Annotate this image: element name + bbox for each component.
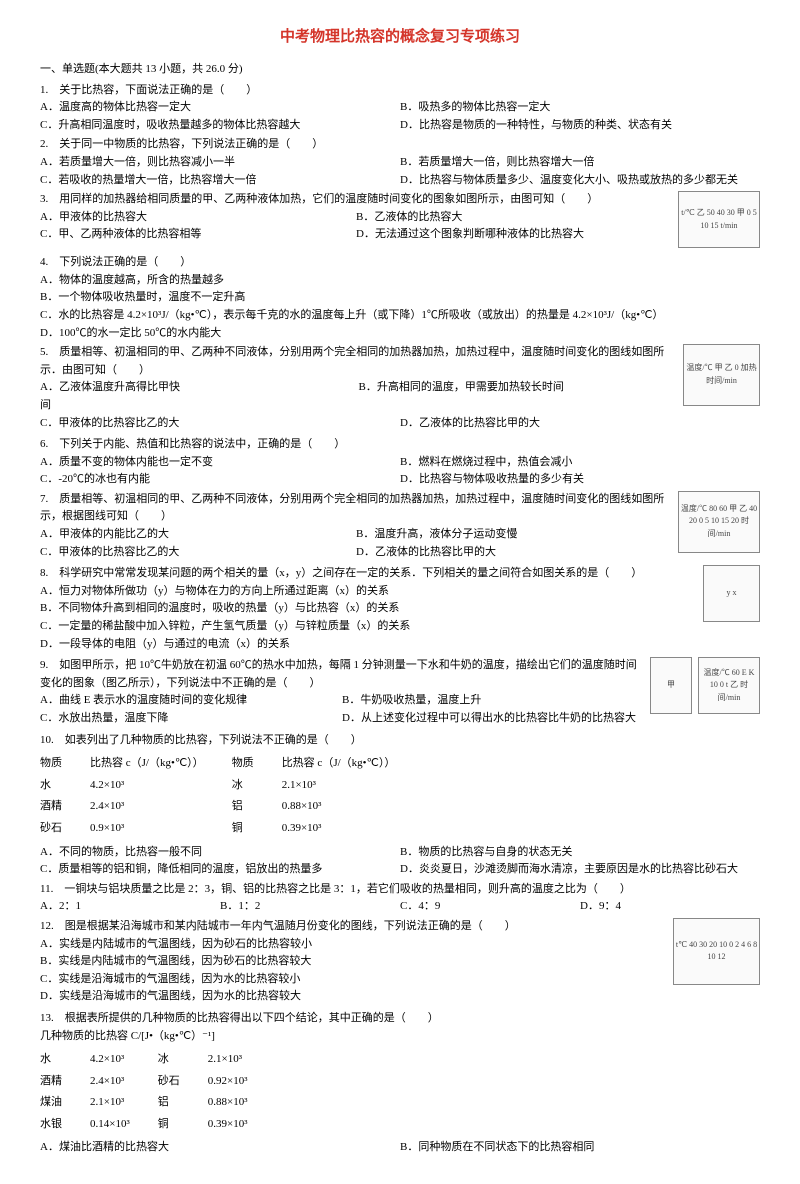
q10-C: C．质量相等的铝和铜，降低相同的温度，铝放出的热量多	[40, 861, 400, 879]
q8-D: D．一段导体的电阻（y）与通过的电流（x）的关系	[40, 636, 760, 654]
q9: 温度/℃ 60 E K 10 0 t 乙 时间/min 甲 9. 如图甲所示，把…	[40, 657, 760, 727]
q10-th1: 物质	[40, 753, 90, 775]
q10-th2: 比热容 c（J/（kg•℃））	[90, 753, 232, 775]
q3-C: C．甲、乙两种液体的比热容相等	[40, 226, 356, 244]
q3-D: D．无法通过这个图象判断哪种液体的比热容大	[356, 226, 672, 244]
q1-B: B．吸热多的物体比热容一定大	[400, 99, 760, 117]
q5-graph: 温度/℃ 甲 乙 0 加热时间/min	[683, 344, 760, 406]
q2: 2. 关于同一中物质的比热容，下列说法正确的是（ ） A．若质量增大一倍，则比热…	[40, 136, 760, 189]
q4-stem: 4. 下列说法正确的是（ ）	[40, 254, 760, 272]
q12-stem: 12. 图是根据某沿海城市和某内陆城市一年内气温随月份变化的图线，下列说法正确的…	[40, 918, 760, 936]
q9-A: A．曲线 E 表示水的温度随时间的变化规律	[40, 692, 342, 710]
q4-A: A．物体的温度越高，所含的热量越多	[40, 272, 760, 290]
q8: y x 8. 科学研究中常常发现某问题的两个相关的量（x，y）之间存在一定的关系…	[40, 565, 760, 653]
q10: 10. 如表列出了几种物质的比热容，下列说法不正确的是（ ） 物质 比热容 c（…	[40, 732, 760, 879]
section-header: 一、单选题(本大题共 13 小题，共 26.0 分)	[40, 61, 760, 79]
q2-C: C．若吸收的热量增大一倍，比热容增大一倍	[40, 172, 400, 190]
q5-C: C．甲液体的比热容比乙的大	[40, 415, 400, 433]
q12-A: A．实线是内陆城市的气温图线，因为砂石的比热容较小	[40, 936, 760, 954]
q9-B: B．牛奶吸收热量，温度上升	[342, 692, 644, 710]
q4-C: C．水的比热容是 4.2×10³J/（kg•℃），表示每千克的水的温度每上升（或…	[40, 307, 760, 325]
q2-A: A．若质量增大一倍，则比热容减小一半	[40, 154, 400, 172]
q7-C: C．甲液体的比热容比乙的大	[40, 544, 356, 562]
q11-D: D．9：4	[580, 898, 760, 916]
q3-A: A．甲液体的比热容大	[40, 209, 356, 227]
q1-D: D．比热容是物质的一种特性，与物质的种类、状态有关	[400, 117, 760, 135]
q8-stem: 8. 科学研究中常常发现某问题的两个相关的量（x，y）之间存在一定的关系．下列相…	[40, 565, 760, 583]
q9-graph1: 甲	[650, 657, 692, 714]
q12: t℃ 40 30 20 10 0 2 4 6 8 10 12 12. 图是根据某…	[40, 918, 760, 1006]
q2-B: B．若质量增大一倍，则比热容增大一倍	[400, 154, 760, 172]
q4-B: B．一个物体吸收热量时，温度不一定升高	[40, 289, 760, 307]
q12-graph: t℃ 40 30 20 10 0 2 4 6 8 10 12	[673, 918, 760, 985]
q1-stem: 1. 关于比热容，下面说法正确的是（ ）	[40, 82, 760, 100]
q13-A: A．煤油比酒精的比热容大	[40, 1139, 400, 1157]
q12-C: C．实线是沿海城市的气温图线，因为水的比热容较小	[40, 971, 760, 989]
q5-stem: 5. 质量相等、初温相同的甲、乙两种不同液体，分别用两个完全相同的加热器加热，加…	[40, 344, 760, 379]
page-title: 中考物理比热容的概念复习专项练习	[40, 25, 760, 49]
q13: 13. 根据表所提供的几种物质的比热容得出以下四个结论，其中正确的是（ ） 几种…	[40, 1010, 760, 1157]
q6-C: C．-20℃的冰也有内能	[40, 471, 400, 489]
q1-A: A．温度高的物体比热容一定大	[40, 99, 400, 117]
q4: 4. 下列说法正确的是（ ） A．物体的温度越高，所含的热量越多 B．一个物体吸…	[40, 254, 760, 342]
q13-stem: 13. 根据表所提供的几种物质的比热容得出以下四个结论，其中正确的是（ ）	[40, 1010, 760, 1028]
q8-C: C．一定量的稀盐酸中加入锌粒，产生氢气质量（y）与锌粒质量（x）的关系	[40, 618, 760, 636]
q8-A: A．恒力对物体所做功（y）与物体在力的方向上所通过距离（x）的关系	[40, 583, 760, 601]
q3: t/℃ 乙 50 40 30 甲 0 5 10 15 t/min 3. 用同样的…	[40, 191, 760, 244]
q10-th3: 物质	[232, 753, 282, 775]
q5-D: D．乙液体的比热容比甲的大	[400, 415, 760, 433]
q7-stem: 7. 质量相等、初温相同的甲、乙两种不同液体，分别用两个完全相同的加热器加热，加…	[40, 491, 760, 526]
q7-graph: 温度/℃ 80 60 甲 乙 40 20 0 5 10 15 20 时间/min	[678, 491, 760, 553]
q8-graph: y x	[703, 565, 760, 622]
q7-B: B．温度升高，液体分子运动变慢	[356, 526, 672, 544]
q11-C: C．4：9	[400, 898, 580, 916]
q7-A: A．甲液体的内能比乙的大	[40, 526, 356, 544]
q10-D: D．炎炎夏日，沙滩烫脚而海水清凉，主要原因是水的比热容比砂石大	[400, 861, 760, 879]
q12-D: D．实线是沿海城市的气温图线，因为水的比热容较大	[40, 988, 760, 1006]
q9-D: D．从上述变化过程中可以得出水的比热容比牛奶的比热容大	[342, 710, 644, 728]
q3-B: B．乙液体的比热容大	[356, 209, 672, 227]
q3-stem: 3. 用同样的加热器给相同质量的甲、乙两种液体加热，它们的温度随时间变化的图象如…	[40, 191, 760, 209]
q4-D: D．100℃的水一定比 50℃的水内能大	[40, 325, 760, 343]
q11: 11. 一铜块与铝块质量之比是 2：3，铜、铝的比热容之比是 3：1，若它们吸收…	[40, 881, 760, 916]
q2-D: D．比热容与物体质量多少、温度变化大小、吸热或放热的多少都无关	[400, 172, 760, 190]
q6-stem: 6. 下列关于内能、热值和比热容的说法中，正确的是（ ）	[40, 436, 760, 454]
q1: 1. 关于比热容，下面说法正确的是（ ） A．温度高的物体比热容一定大 B．吸热…	[40, 82, 760, 135]
q10-table: 物质 比热容 c（J/（kg•℃）） 物质 比热容 c（J/（kg•℃）） 水4…	[40, 753, 423, 839]
q6-D: D．比热容与物体吸收热量的多少有关	[400, 471, 760, 489]
q13-B: B．同种物质在不同状态下的比热容相同	[400, 1139, 760, 1157]
q2-stem: 2. 关于同一中物质的比热容，下列说法正确的是（ ）	[40, 136, 760, 154]
q8-B: B．不同物体升高到相同的温度时，吸收的热量（y）与比热容（x）的关系	[40, 600, 760, 618]
q13-table: 水4.2×10³冰2.1×10³ 酒精2.4×10³砂石0.92×10³ 煤油2…	[40, 1049, 276, 1135]
q10-B: B．物质的比热容与自身的状态无关	[400, 844, 760, 862]
q11-A: A．2：1	[40, 898, 220, 916]
q13-caption: 几种物质的比热容 C/[J•（kg•℃）⁻¹]	[40, 1028, 760, 1046]
q6-B: B．燃料在燃烧过程中，热值会减小	[400, 454, 760, 472]
q6: 6. 下列关于内能、热值和比热容的说法中，正确的是（ ） A．质量不变的物体内能…	[40, 436, 760, 489]
q10-stem: 10. 如表列出了几种物质的比热容，下列说法不正确的是（ ）	[40, 732, 760, 750]
q10-A: A．不同的物质，比热容一般不同	[40, 844, 400, 862]
q1-C: C．升高相同温度时，吸收热量越多的物体比热容越大	[40, 117, 400, 135]
q11-B: B．1：2	[220, 898, 400, 916]
q11-stem: 11. 一铜块与铝块质量之比是 2：3，铜、铝的比热容之比是 3：1，若它们吸收…	[40, 881, 760, 899]
q3-graph: t/℃ 乙 50 40 30 甲 0 5 10 15 t/min	[678, 191, 760, 248]
q10-th4: 比热容 c（J/（kg•℃））	[282, 753, 424, 775]
q7: 温度/℃ 80 60 甲 乙 40 20 0 5 10 15 20 时间/min…	[40, 491, 760, 561]
q9-graph2: 温度/℃ 60 E K 10 0 t 乙 时间/min	[698, 657, 760, 714]
q6-A: A．质量不变的物体内能也一定不变	[40, 454, 400, 472]
q5-A: A．乙液体温度升高得比甲快	[40, 379, 359, 397]
q5-B: B．升高相同的温度，甲需要加热较长时间	[359, 379, 678, 397]
q9-C: C．水放出热量，温度下降	[40, 710, 342, 728]
q12-B: B．实线是内陆城市的气温图线，因为砂石的比热容较大	[40, 953, 760, 971]
q7-D: D．乙液体的比热容比甲的大	[356, 544, 672, 562]
q5: 温度/℃ 甲 乙 0 加热时间/min 5. 质量相等、初温相同的甲、乙两种不同…	[40, 344, 760, 432]
